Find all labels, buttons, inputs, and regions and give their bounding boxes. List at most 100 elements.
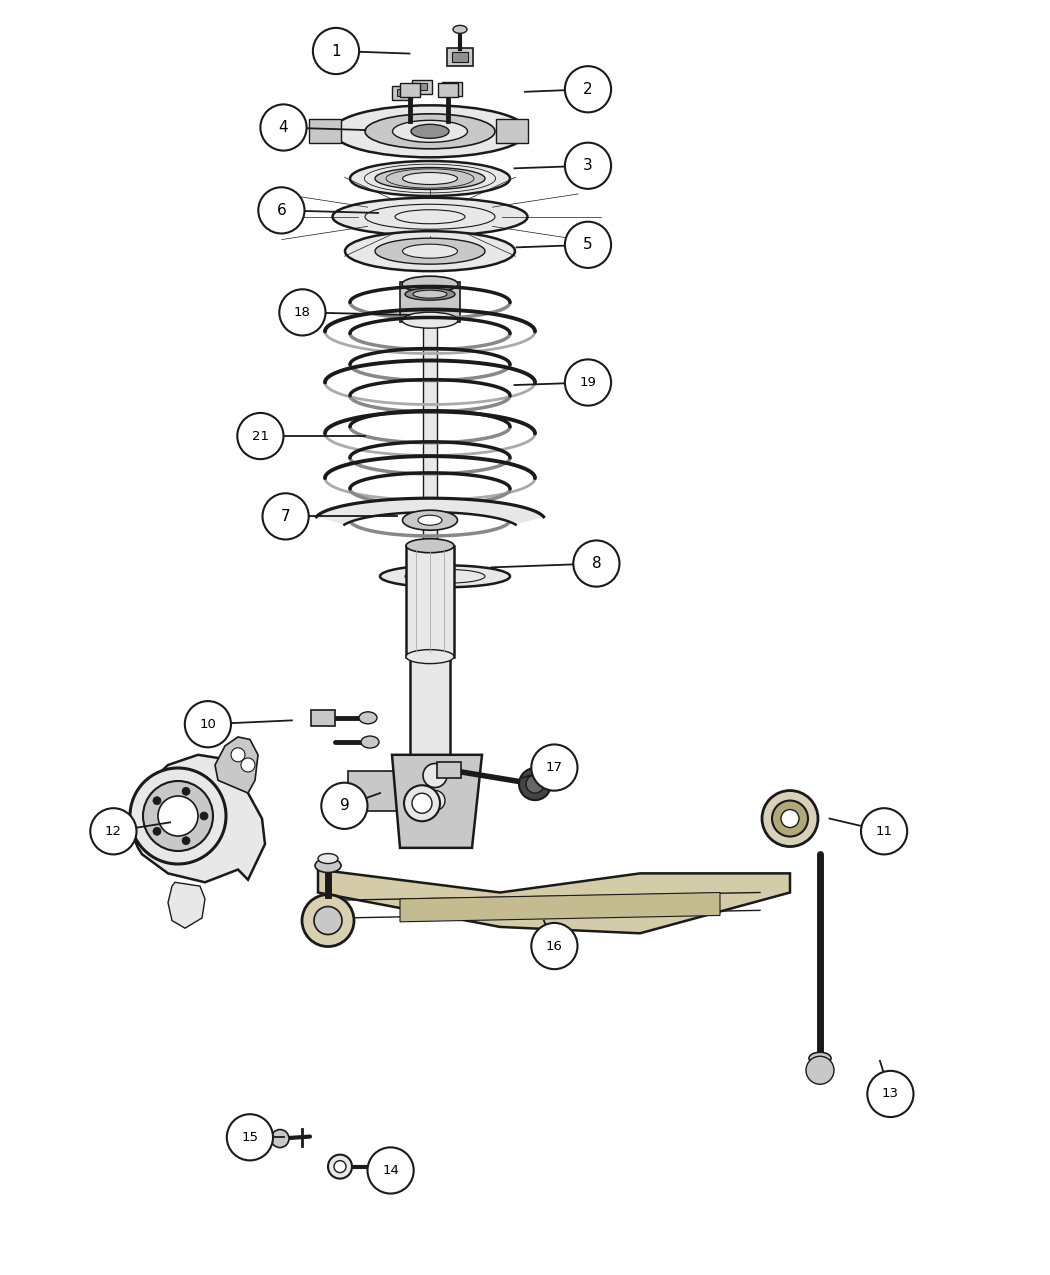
Ellipse shape	[365, 113, 495, 149]
Circle shape	[271, 1130, 289, 1148]
Ellipse shape	[406, 539, 454, 552]
Circle shape	[519, 768, 551, 801]
Ellipse shape	[361, 736, 379, 748]
Circle shape	[334, 1160, 346, 1173]
Circle shape	[573, 541, 620, 587]
FancyBboxPatch shape	[311, 710, 335, 725]
Circle shape	[227, 1114, 273, 1160]
Ellipse shape	[375, 167, 485, 190]
Circle shape	[867, 1071, 914, 1117]
Polygon shape	[168, 882, 205, 928]
Bar	[410, 657, 450, 759]
FancyBboxPatch shape	[400, 282, 460, 323]
Circle shape	[423, 764, 447, 788]
Circle shape	[279, 289, 326, 335]
Circle shape	[242, 759, 255, 771]
Circle shape	[237, 413, 284, 459]
Circle shape	[328, 1155, 352, 1178]
Circle shape	[412, 793, 432, 813]
Circle shape	[781, 810, 799, 827]
Ellipse shape	[333, 106, 527, 157]
Circle shape	[531, 745, 578, 790]
FancyBboxPatch shape	[400, 83, 420, 97]
Text: 3: 3	[583, 158, 593, 173]
Text: 17: 17	[546, 761, 563, 774]
Ellipse shape	[402, 245, 458, 258]
Circle shape	[565, 222, 611, 268]
Polygon shape	[130, 755, 265, 882]
Text: 9: 9	[339, 798, 350, 813]
Circle shape	[762, 790, 818, 847]
Text: 13: 13	[882, 1088, 899, 1100]
Circle shape	[153, 827, 161, 835]
Text: 11: 11	[876, 825, 892, 838]
Circle shape	[368, 1148, 414, 1193]
Bar	[350, 780, 398, 801]
Ellipse shape	[315, 858, 341, 872]
Circle shape	[565, 66, 611, 112]
FancyBboxPatch shape	[438, 83, 458, 97]
Polygon shape	[318, 870, 790, 933]
Circle shape	[260, 105, 307, 150]
Ellipse shape	[333, 198, 527, 236]
Polygon shape	[215, 737, 258, 793]
Text: 19: 19	[580, 376, 596, 389]
Circle shape	[158, 796, 198, 836]
FancyBboxPatch shape	[417, 83, 427, 89]
Text: 14: 14	[382, 1164, 399, 1177]
FancyBboxPatch shape	[437, 762, 461, 778]
Ellipse shape	[393, 120, 467, 143]
Text: 6: 6	[276, 203, 287, 218]
FancyBboxPatch shape	[496, 120, 528, 143]
Ellipse shape	[402, 510, 458, 530]
FancyBboxPatch shape	[447, 48, 473, 66]
Text: 18: 18	[294, 306, 311, 319]
Circle shape	[565, 143, 611, 189]
Text: 16: 16	[546, 940, 563, 952]
Polygon shape	[316, 499, 544, 524]
Text: 7: 7	[280, 509, 291, 524]
Circle shape	[130, 768, 226, 864]
FancyBboxPatch shape	[348, 770, 397, 811]
Circle shape	[404, 785, 440, 821]
Circle shape	[231, 748, 245, 761]
Polygon shape	[392, 755, 482, 848]
FancyBboxPatch shape	[392, 87, 412, 99]
Circle shape	[806, 1056, 834, 1084]
Ellipse shape	[318, 853, 338, 863]
Ellipse shape	[402, 172, 458, 185]
Circle shape	[182, 836, 190, 845]
FancyBboxPatch shape	[452, 52, 468, 62]
Circle shape	[143, 782, 213, 850]
Circle shape	[262, 493, 309, 539]
Circle shape	[302, 895, 354, 946]
Ellipse shape	[402, 312, 458, 328]
Circle shape	[565, 360, 611, 405]
Circle shape	[90, 808, 136, 854]
Ellipse shape	[402, 277, 458, 292]
Text: 1: 1	[331, 43, 341, 59]
Text: 2: 2	[583, 82, 593, 97]
Circle shape	[258, 187, 304, 233]
Bar	[423, 280, 437, 586]
Ellipse shape	[375, 238, 485, 264]
Ellipse shape	[413, 291, 447, 298]
Text: 15: 15	[242, 1131, 258, 1144]
Circle shape	[182, 787, 190, 796]
FancyBboxPatch shape	[397, 89, 407, 96]
Circle shape	[153, 797, 161, 805]
Circle shape	[314, 907, 342, 935]
Ellipse shape	[405, 288, 455, 300]
Text: 10: 10	[200, 718, 216, 731]
Bar	[406, 546, 454, 657]
Text: 21: 21	[252, 430, 269, 442]
Ellipse shape	[808, 1052, 831, 1065]
Circle shape	[185, 701, 231, 747]
Text: 8: 8	[591, 556, 602, 571]
Circle shape	[321, 783, 368, 829]
Circle shape	[772, 801, 808, 836]
Ellipse shape	[418, 515, 442, 525]
Text: 4: 4	[278, 120, 289, 135]
Circle shape	[200, 812, 208, 820]
Circle shape	[526, 775, 544, 793]
